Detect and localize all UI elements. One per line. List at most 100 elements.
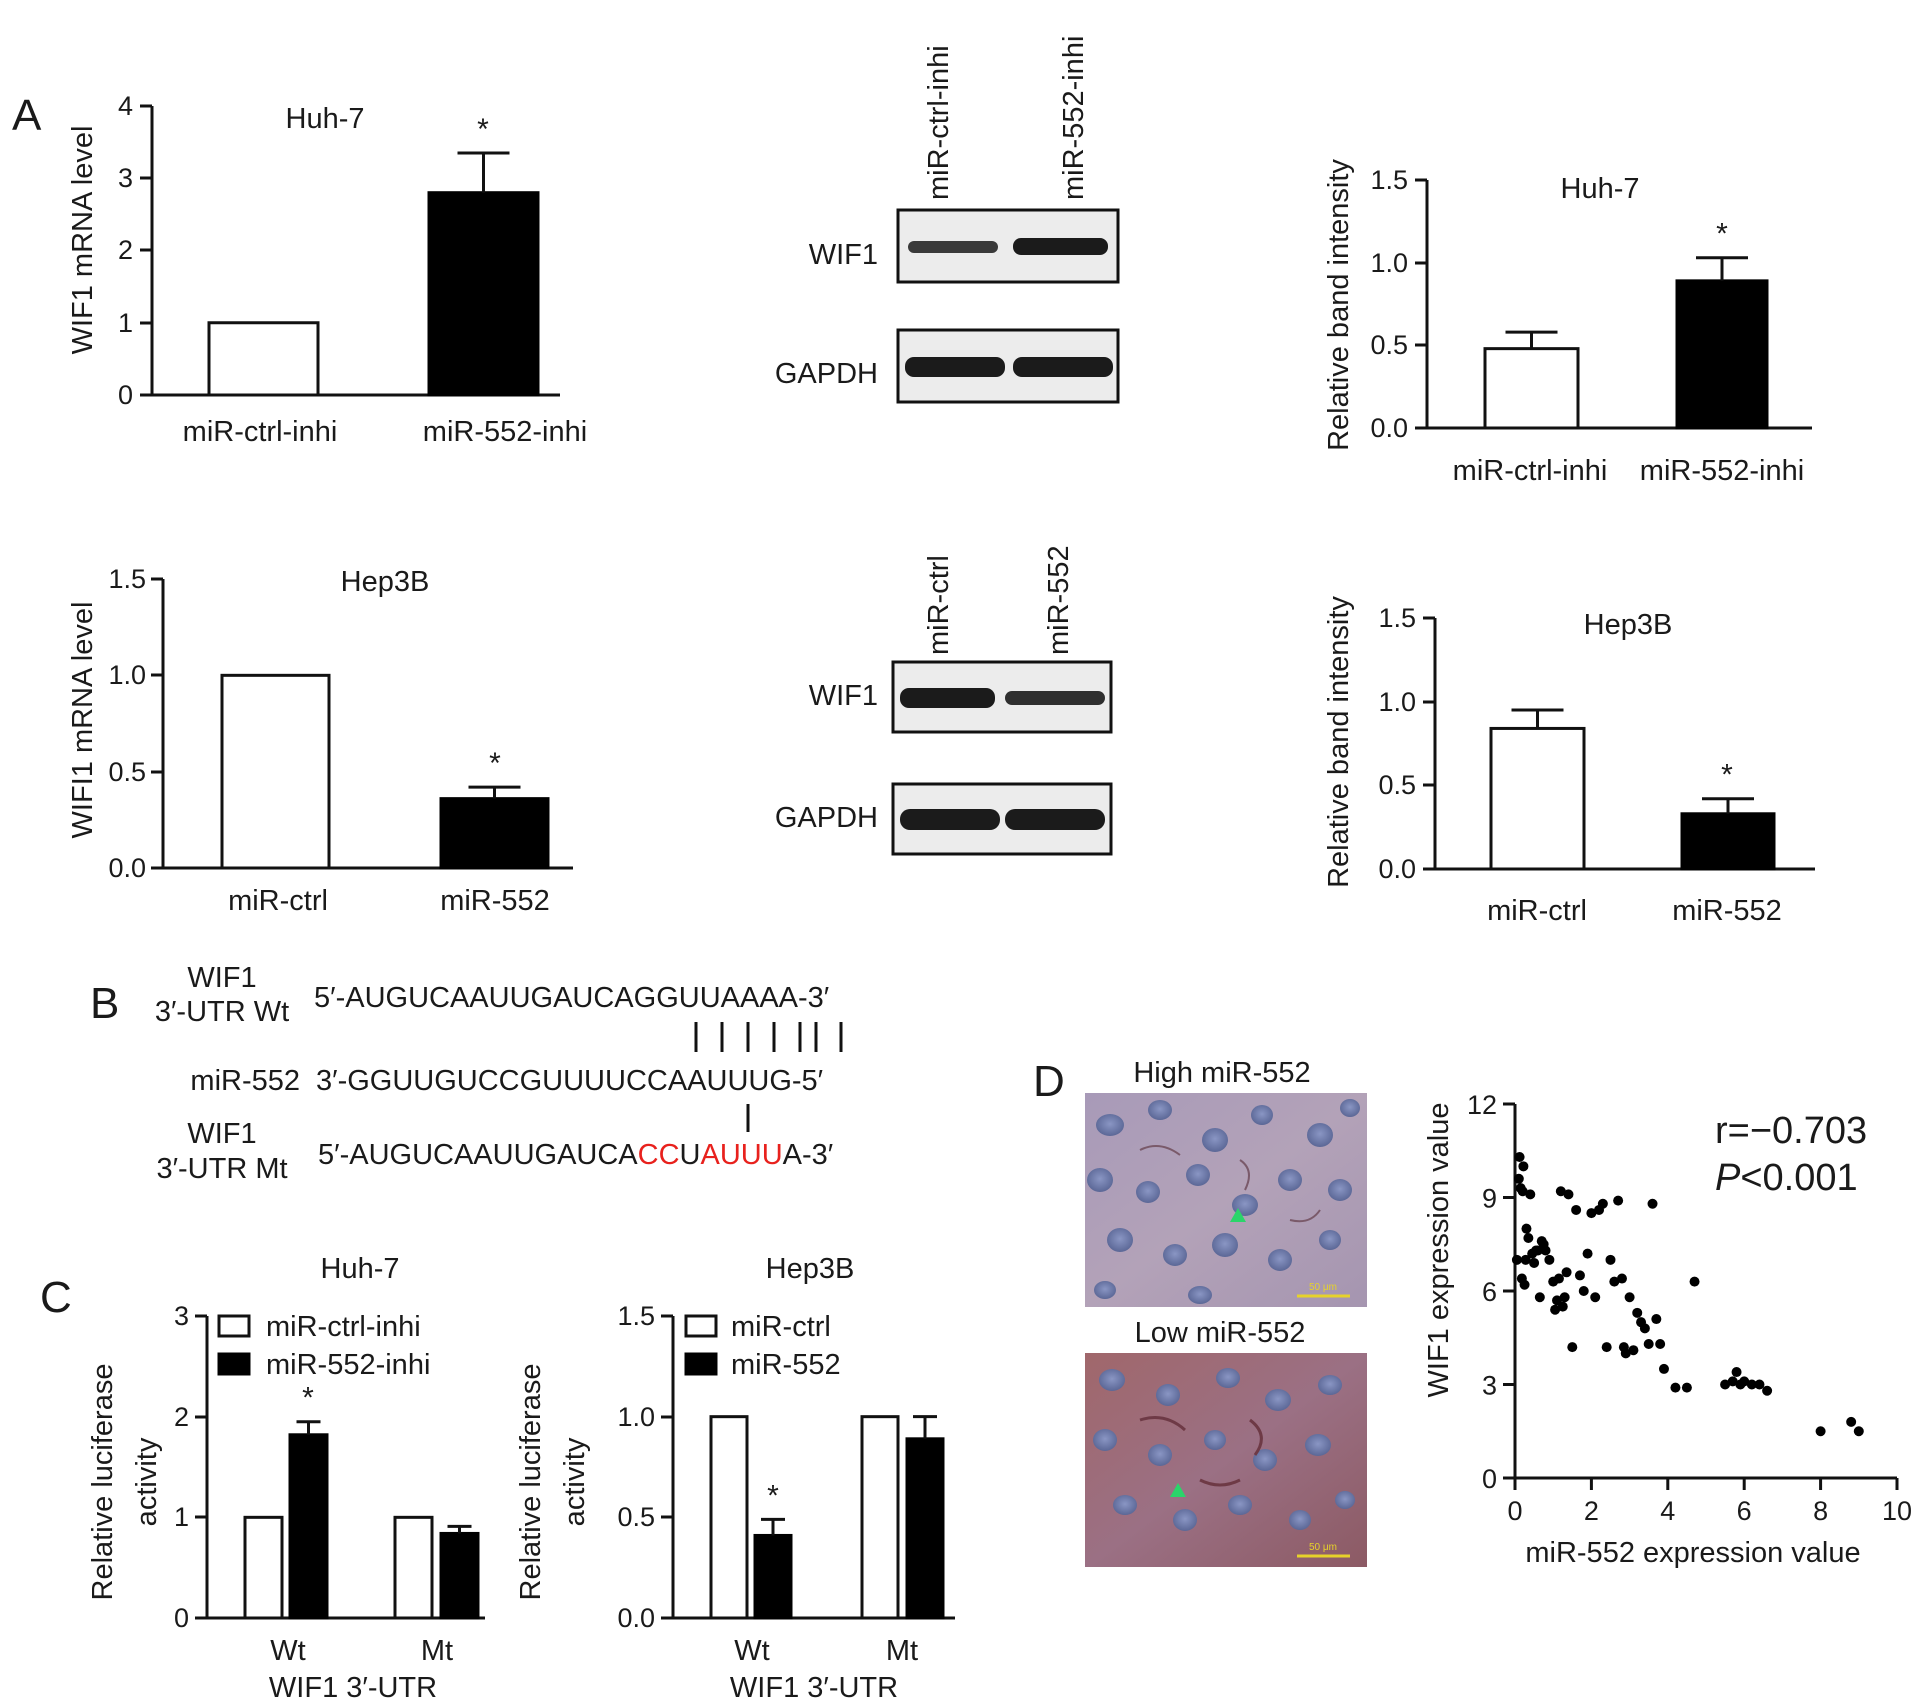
x-category-label: miR-ctrl-inhi xyxy=(1453,455,1608,487)
bar-wt-552 xyxy=(288,1433,329,1620)
scatter-point xyxy=(1525,1189,1536,1200)
panel-letter-a: A xyxy=(12,91,42,140)
scatter-point xyxy=(1609,1276,1620,1287)
bar-wt-552 xyxy=(753,1533,793,1620)
legend-swatch-open xyxy=(217,1314,251,1338)
lane-label: miR-ctrl-inhi xyxy=(923,45,955,200)
y-tick-label: 1.0 xyxy=(1370,248,1408,278)
bar-mir-ctrl xyxy=(1489,726,1586,871)
significance-star: * xyxy=(302,1382,314,1415)
error-bar xyxy=(1511,708,1564,729)
legend-label: miR-552 xyxy=(731,1349,841,1381)
legend-label: miR-ctrl-inhi xyxy=(266,1311,421,1343)
x-tick-label: 0 xyxy=(1507,1496,1522,1526)
correlation-r: r=−0.703 xyxy=(1715,1110,1867,1152)
significance-star: * xyxy=(1716,218,1728,251)
significance-star: * xyxy=(489,747,501,780)
western-blot-hep3b: miR-ctrl miR-552 WIF1 GAPDH xyxy=(775,545,1113,856)
x-category-label: miR-552-inhi xyxy=(1640,455,1804,487)
significance-star: * xyxy=(477,113,489,146)
scatter-points xyxy=(1511,1151,1864,1437)
ihc-high-image: 50 μm xyxy=(1085,1093,1367,1307)
chart-scatter-correlation: WIF1 expression value miR-552 expression… xyxy=(1423,1090,1912,1569)
scatter-point xyxy=(1563,1189,1574,1200)
x-axis-label: WIF1 3′-UTR xyxy=(269,1672,437,1704)
chart-huh7-band-intensity: Huh-7 Relative band intensity 0.0 0.5 1.… xyxy=(1323,159,1812,487)
scatter-point xyxy=(1658,1363,1669,1374)
error-bar xyxy=(1696,256,1748,281)
scatter-point xyxy=(1514,1151,1525,1162)
x-axis-label: miR-552 expression value xyxy=(1525,1537,1860,1569)
scatter-point xyxy=(1582,1248,1593,1259)
lane-label: miR-552-inhi xyxy=(1058,36,1090,200)
y-tick-label: 1.0 xyxy=(617,1402,655,1432)
band xyxy=(1005,809,1105,830)
scatter-point xyxy=(1727,1376,1738,1387)
band xyxy=(900,809,1000,830)
x-tick-label: 10 xyxy=(1882,1496,1912,1526)
blot-row-label: GAPDH xyxy=(775,802,878,834)
y-tick-label: 3 xyxy=(118,163,133,193)
x-group-label: Mt xyxy=(421,1635,453,1667)
scatter-point xyxy=(1511,1254,1522,1265)
scatter-point xyxy=(1651,1314,1662,1325)
y-axis-label-line1: Relative luciferase xyxy=(87,1364,119,1601)
y-tick-label: 0.5 xyxy=(108,757,146,787)
bar-wt-ctrl xyxy=(709,1415,749,1620)
y-tick-label: 3 xyxy=(1482,1371,1497,1401)
wt-label-line1: WIF1 xyxy=(187,962,256,994)
x-tick-label: 6 xyxy=(1737,1496,1752,1526)
blot-row-label: WIF1 xyxy=(809,239,878,271)
blot-row-label: WIF1 xyxy=(809,680,878,712)
ihc-low-image: 50 μm xyxy=(1085,1353,1367,1567)
scatter-point xyxy=(1815,1426,1826,1437)
y-tick-label: 2 xyxy=(118,235,133,265)
scatter-point xyxy=(1578,1286,1589,1296)
y-tick-label: 0.0 xyxy=(1370,413,1408,443)
legend-swatch-filled xyxy=(684,1352,718,1376)
bar-mt-ctrl xyxy=(393,1515,434,1620)
scatter-point xyxy=(1632,1307,1643,1318)
y-tick-label: 1.0 xyxy=(108,660,146,690)
chart-title: Huh-7 xyxy=(286,103,365,135)
x-category-label: miR-ctrl-inhi xyxy=(183,416,338,448)
bar-wt-ctrl xyxy=(243,1515,284,1620)
mt-sequence: 5′-AUGUCAAUUGAUCACCUAUUUA-3′ xyxy=(318,1139,833,1171)
y-tick-label: 9 xyxy=(1482,1184,1497,1214)
lane-label: miR-552 xyxy=(1043,545,1075,655)
y-tick-label: 12 xyxy=(1467,1090,1497,1120)
scatter-point xyxy=(1555,1186,1566,1197)
error-bar xyxy=(447,1524,472,1534)
scatter-point xyxy=(1586,1208,1597,1219)
chart-title: Huh-7 xyxy=(321,1253,400,1285)
y-tick-label: 2 xyxy=(174,1402,189,1432)
y-tick-label: 0.5 xyxy=(1378,770,1416,800)
scatter-point xyxy=(1520,1254,1531,1265)
scatter-point xyxy=(1597,1198,1608,1209)
legend-swatch-open xyxy=(684,1314,718,1338)
band xyxy=(908,241,998,253)
blot-row-label: GAPDH xyxy=(775,358,878,390)
scatter-point xyxy=(1517,1186,1528,1197)
scale-bar-label: 50 μm xyxy=(1309,1282,1337,1293)
y-tick-label: 0 xyxy=(1482,1464,1497,1494)
wt-label-line2: 3′-UTR Wt xyxy=(155,996,289,1028)
scatter-point xyxy=(1647,1198,1658,1209)
ihc-low-label: Low miR-552 xyxy=(1135,1317,1306,1349)
y-tick-label: 0.5 xyxy=(1370,330,1408,360)
legend-label: miR-ctrl xyxy=(731,1311,831,1343)
mt-label-line2: 3′-UTR Mt xyxy=(156,1153,287,1185)
x-category-label: miR-552-inhi xyxy=(423,416,587,448)
scatter-point xyxy=(1639,1323,1650,1334)
scatter-point xyxy=(1616,1273,1627,1284)
x-category-label: miR-552 xyxy=(1672,895,1782,927)
scatter-point xyxy=(1746,1379,1757,1390)
y-tick-label: 0.0 xyxy=(108,853,146,883)
x-category-label: miR-ctrl xyxy=(228,885,328,917)
sequence-alignment: WIF1 3′-UTR Wt 5′-AUGUCAAUUGAUCAGGUUAAAA… xyxy=(155,962,843,1185)
scatter-point xyxy=(1731,1367,1742,1378)
y-axis-label: WIF1 expression value xyxy=(1423,1103,1455,1398)
bar-mir-552 xyxy=(439,797,550,870)
scatter-point xyxy=(1567,1342,1578,1353)
mir552-label: miR-552 xyxy=(190,1065,300,1097)
